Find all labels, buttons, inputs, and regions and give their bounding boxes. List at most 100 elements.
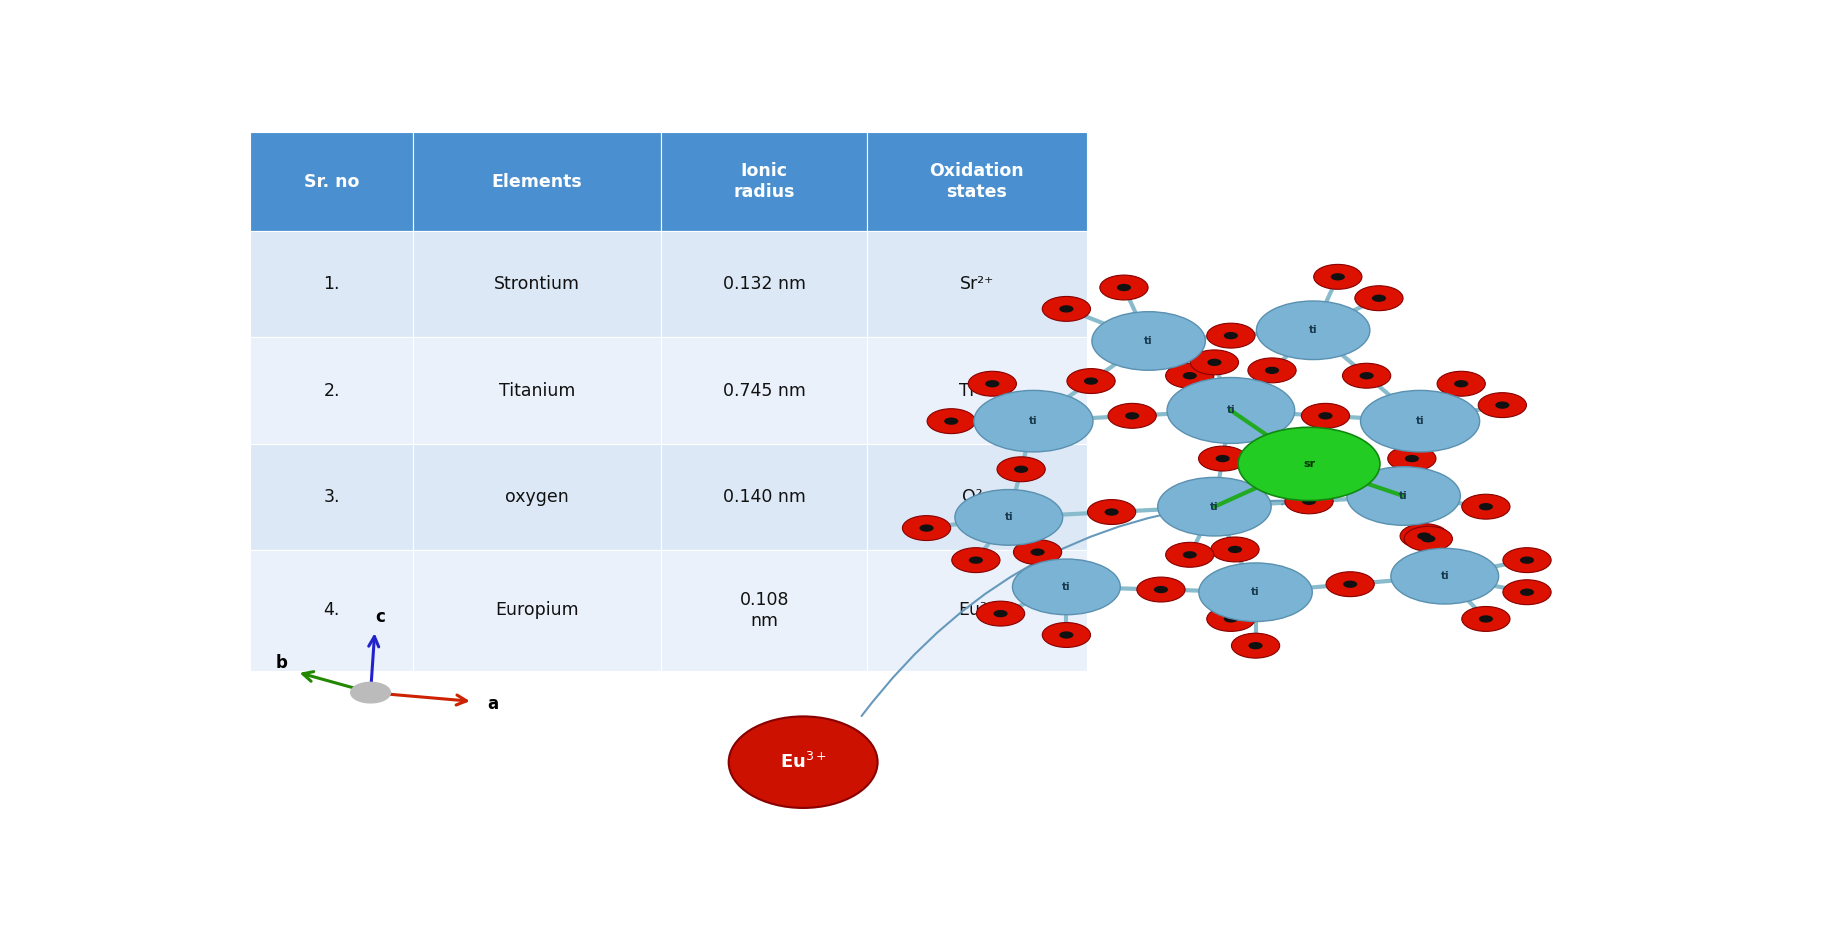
Circle shape bbox=[1343, 363, 1391, 388]
Text: Ti ⁴⁺: Ti ⁴⁺ bbox=[959, 381, 996, 399]
Text: ti: ti bbox=[1210, 502, 1219, 512]
Circle shape bbox=[1502, 580, 1552, 605]
Circle shape bbox=[944, 417, 959, 425]
Circle shape bbox=[1455, 380, 1468, 387]
Text: ti: ti bbox=[1061, 582, 1071, 592]
Circle shape bbox=[919, 524, 933, 532]
Text: Eu$^{3+}$: Eu$^{3+}$ bbox=[780, 752, 827, 772]
Circle shape bbox=[928, 409, 975, 434]
Circle shape bbox=[1479, 615, 1493, 623]
Circle shape bbox=[1404, 526, 1453, 552]
Text: 2.: 2. bbox=[324, 381, 340, 399]
FancyBboxPatch shape bbox=[414, 338, 661, 444]
Circle shape bbox=[1343, 580, 1358, 588]
Circle shape bbox=[1479, 393, 1526, 417]
Circle shape bbox=[1100, 275, 1147, 300]
Circle shape bbox=[955, 490, 1063, 545]
Circle shape bbox=[1158, 477, 1272, 536]
Circle shape bbox=[1060, 305, 1074, 313]
Circle shape bbox=[1211, 537, 1259, 562]
Circle shape bbox=[985, 380, 999, 387]
Text: ti: ti bbox=[1308, 325, 1318, 336]
Circle shape bbox=[952, 548, 999, 573]
Circle shape bbox=[1190, 350, 1239, 375]
Circle shape bbox=[1248, 642, 1263, 650]
Circle shape bbox=[997, 456, 1045, 482]
Circle shape bbox=[1265, 367, 1279, 374]
Circle shape bbox=[1224, 615, 1237, 623]
Text: ti: ti bbox=[1144, 336, 1153, 346]
FancyBboxPatch shape bbox=[414, 132, 661, 231]
Text: ti: ti bbox=[1252, 587, 1259, 597]
Circle shape bbox=[1060, 631, 1074, 639]
Circle shape bbox=[1125, 412, 1140, 419]
Circle shape bbox=[1495, 401, 1510, 409]
Text: ti: ti bbox=[1440, 572, 1449, 581]
Circle shape bbox=[1199, 446, 1246, 471]
FancyBboxPatch shape bbox=[867, 132, 1087, 231]
Text: Oxidation
states: Oxidation states bbox=[930, 163, 1025, 202]
Text: Sr²⁺: Sr²⁺ bbox=[959, 276, 994, 293]
FancyBboxPatch shape bbox=[867, 231, 1087, 338]
Circle shape bbox=[1166, 542, 1213, 567]
Circle shape bbox=[1462, 495, 1510, 519]
Circle shape bbox=[1437, 371, 1486, 397]
FancyBboxPatch shape bbox=[661, 338, 867, 444]
Circle shape bbox=[1239, 427, 1380, 500]
FancyBboxPatch shape bbox=[414, 444, 661, 550]
Text: Eu³⁺: Eu³⁺ bbox=[957, 601, 996, 619]
Circle shape bbox=[1232, 633, 1279, 658]
Text: oxygen: oxygen bbox=[505, 488, 569, 506]
Text: 4.: 4. bbox=[324, 601, 340, 619]
FancyBboxPatch shape bbox=[414, 550, 661, 670]
Circle shape bbox=[1301, 403, 1349, 428]
Circle shape bbox=[902, 515, 950, 540]
Circle shape bbox=[1354, 285, 1404, 311]
Text: sr: sr bbox=[1303, 459, 1316, 469]
Circle shape bbox=[1199, 563, 1312, 622]
Text: 0.132 nm: 0.132 nm bbox=[723, 276, 805, 293]
FancyBboxPatch shape bbox=[661, 550, 867, 670]
FancyBboxPatch shape bbox=[251, 444, 414, 550]
Circle shape bbox=[1521, 556, 1534, 564]
FancyBboxPatch shape bbox=[251, 338, 414, 444]
Circle shape bbox=[1109, 403, 1157, 428]
Circle shape bbox=[1502, 548, 1552, 573]
Circle shape bbox=[1208, 359, 1221, 366]
FancyBboxPatch shape bbox=[251, 231, 414, 338]
Circle shape bbox=[1093, 312, 1206, 370]
FancyBboxPatch shape bbox=[661, 444, 867, 550]
Text: Titanium: Titanium bbox=[500, 381, 575, 399]
Circle shape bbox=[1360, 391, 1480, 452]
Circle shape bbox=[1285, 489, 1332, 514]
Text: ti: ti bbox=[1416, 417, 1424, 426]
Circle shape bbox=[1105, 509, 1118, 515]
Text: ti: ti bbox=[1400, 491, 1407, 501]
Circle shape bbox=[1400, 524, 1448, 549]
Text: 0.140 nm: 0.140 nm bbox=[723, 488, 805, 506]
Text: Sr. no: Sr. no bbox=[304, 173, 359, 191]
Text: 0.745 nm: 0.745 nm bbox=[723, 381, 805, 399]
Circle shape bbox=[994, 610, 1008, 617]
Circle shape bbox=[1116, 283, 1131, 291]
FancyBboxPatch shape bbox=[251, 132, 414, 231]
Text: Elements: Elements bbox=[492, 173, 582, 191]
Circle shape bbox=[1206, 323, 1255, 348]
Circle shape bbox=[1067, 369, 1114, 394]
Circle shape bbox=[1087, 499, 1136, 525]
FancyBboxPatch shape bbox=[251, 550, 414, 670]
Circle shape bbox=[1330, 273, 1345, 281]
Circle shape bbox=[1014, 539, 1061, 565]
Circle shape bbox=[1372, 295, 1385, 301]
Circle shape bbox=[1248, 358, 1296, 383]
Text: b: b bbox=[274, 653, 287, 671]
Circle shape bbox=[1043, 623, 1091, 648]
Circle shape bbox=[1043, 297, 1091, 321]
Circle shape bbox=[1166, 363, 1213, 388]
Circle shape bbox=[968, 371, 1016, 397]
Text: a: a bbox=[487, 694, 498, 712]
FancyBboxPatch shape bbox=[414, 231, 661, 338]
Circle shape bbox=[1155, 586, 1168, 593]
Circle shape bbox=[968, 556, 983, 564]
Circle shape bbox=[1083, 378, 1098, 385]
